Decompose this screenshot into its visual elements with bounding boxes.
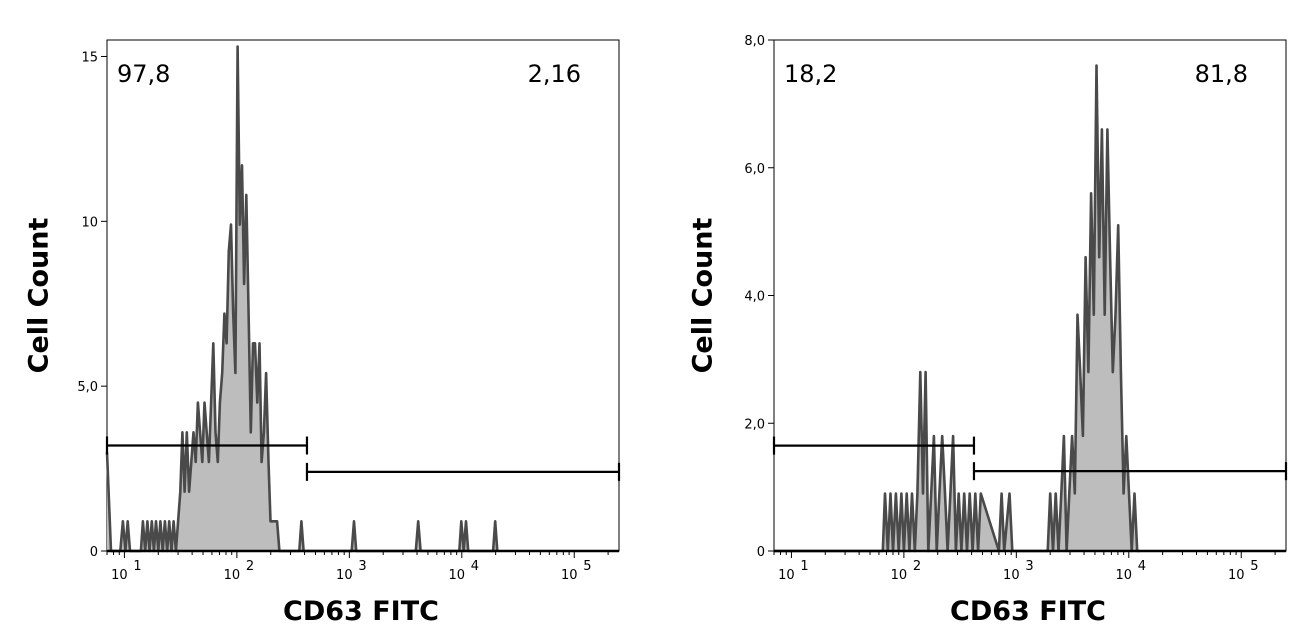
- x-tick-exponent: 1: [133, 559, 141, 574]
- x-axis-title: CD63 FITC: [283, 596, 439, 627]
- y-tick-label: 15: [81, 50, 98, 65]
- x-tick-exponent: 4: [471, 559, 479, 574]
- gate-percentage-label: 97,8: [117, 60, 170, 88]
- x-tick-exponent: 5: [1250, 559, 1258, 574]
- y-tick-label: 2,0: [744, 417, 765, 432]
- x-tick-exponent: 5: [583, 559, 591, 574]
- x-tick-label: 10: [561, 568, 578, 583]
- y-tick-label: 0: [757, 545, 765, 560]
- x-tick-label: 10: [1228, 568, 1245, 583]
- y-tick-label: 6,0: [744, 162, 765, 177]
- plot-frame: [773, 39, 1287, 552]
- y-tick-label: 8,0: [744, 34, 765, 49]
- x-tick-label: 10: [778, 568, 795, 583]
- y-axis-title: Cell Count: [688, 218, 719, 374]
- gate-percentage-label: 18,2: [784, 60, 837, 88]
- y-axis-title: Cell Count: [24, 218, 55, 374]
- x-tick-label: 10: [1116, 568, 1133, 583]
- y-tick-label: 10: [81, 215, 98, 230]
- histogram-panel-left: 10 1 10 2 10 3 10 4 10 5 0 5,0 10 15 97,8 2,16 CD63 FITC…: [24, 39, 621, 627]
- y-tick-label: 4,0: [744, 290, 765, 305]
- x-tick-label: 10: [1003, 568, 1020, 583]
- x-tick-exponent: 2: [913, 559, 921, 574]
- x-tick-label: 10: [224, 568, 241, 583]
- x-tick-label: 10: [891, 568, 908, 583]
- gate-percentage-label: 81,8: [1195, 60, 1248, 88]
- x-axis-title: CD63 FITC: [950, 596, 1106, 627]
- histogram-area: [774, 65, 1140, 551]
- x-tick-label: 10: [336, 568, 353, 583]
- x-tick-exponent: 3: [1025, 559, 1033, 574]
- x-tick-exponent: 4: [1138, 559, 1146, 574]
- x-tick-exponent: 3: [358, 559, 366, 574]
- gate-percentage-label: 2,16: [528, 60, 581, 88]
- histogram-line: [105, 45, 499, 553]
- x-tick-label: 10: [449, 568, 466, 583]
- x-tick-label: 10: [111, 568, 128, 583]
- y-tick-label: 0: [90, 545, 98, 560]
- x-tick-exponent: 2: [246, 559, 254, 574]
- y-tick-label: 5,0: [77, 380, 98, 395]
- histogram-area: [107, 46, 498, 551]
- x-tick-exponent: 1: [800, 559, 808, 574]
- histogram-panel-right: 10 1 10 2 10 3 10 4 10 5 0 2,0 4,0 6,0 8,0 18,2 81,8 CD63…: [688, 34, 1288, 627]
- histogram-line: [774, 64, 1140, 553]
